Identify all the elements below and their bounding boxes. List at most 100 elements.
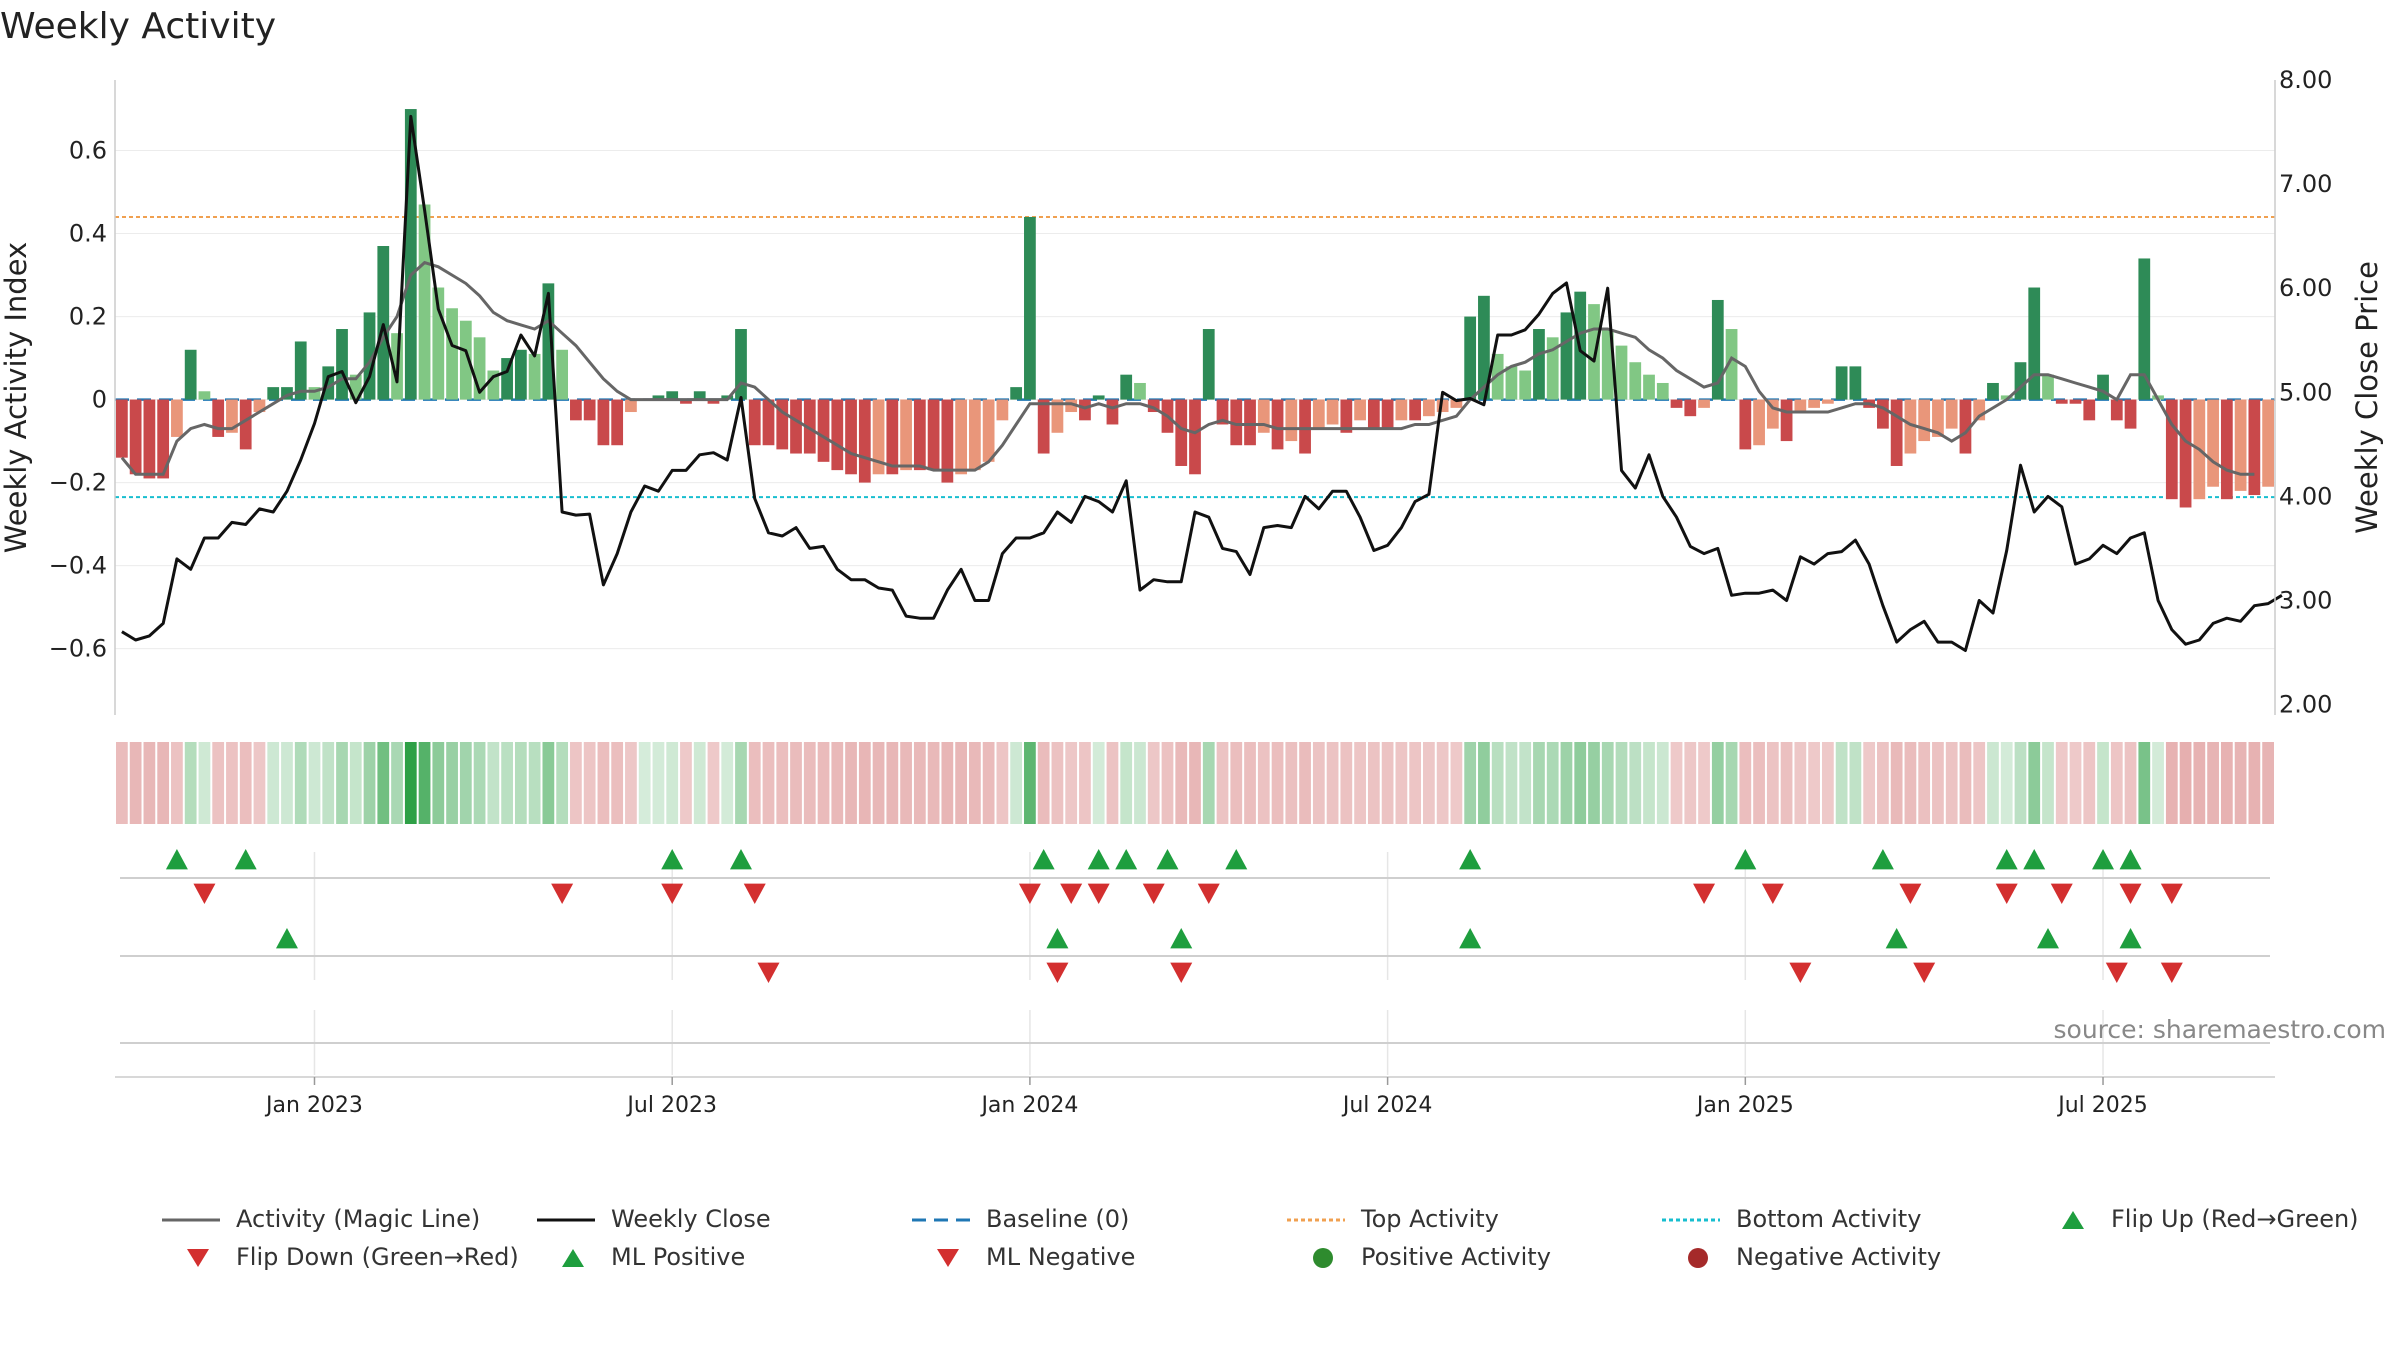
activity-bar — [473, 337, 486, 400]
activity-bar — [1230, 399, 1243, 446]
activity-bar — [2083, 399, 2096, 421]
legend-item: Activity (Magic Line) — [160, 1205, 480, 1233]
heat-cell — [1739, 742, 1752, 824]
activity-bar — [1299, 399, 1311, 454]
activity-bar — [2262, 399, 2274, 487]
activity-bar — [418, 204, 431, 400]
heat-cell — [432, 742, 445, 824]
activity-bar — [1684, 399, 1697, 417]
flip-down-marker — [1899, 883, 1922, 904]
heat-cell — [2248, 742, 2261, 824]
heat-cell — [157, 742, 170, 824]
heat-cell — [226, 742, 238, 824]
legend-item: Negative Activity — [1660, 1243, 1941, 1271]
heat-cell — [1643, 742, 1655, 824]
activity-bar — [501, 358, 513, 400]
activity-bar — [1766, 399, 1779, 429]
flip-up-marker — [1156, 849, 1179, 870]
activity-bar — [2207, 399, 2219, 487]
activity-bar — [1877, 399, 1889, 429]
heat-cell — [872, 742, 885, 824]
y-tick-label: 0.6 — [69, 137, 107, 165]
activity-bar — [707, 399, 720, 404]
heat-cell — [528, 742, 541, 824]
heat-cell — [1079, 742, 1091, 824]
x-tick-label: Jan 2024 — [979, 1093, 1078, 1118]
heat-cell — [721, 742, 734, 824]
ml-negative-marker — [1170, 962, 1193, 983]
activity-bar — [1519, 370, 1532, 400]
activity-bar — [349, 374, 362, 400]
flip-down-marker — [1761, 883, 1784, 904]
activity-bar — [1560, 312, 1573, 400]
heat-cell — [556, 742, 569, 824]
heat-cell — [1629, 742, 1642, 824]
activity-bar — [845, 399, 857, 475]
activity-bar — [913, 399, 926, 471]
heat-cell — [1257, 742, 1270, 824]
activity-bar — [171, 399, 183, 437]
activity-bar — [446, 308, 458, 400]
heat-cell — [2234, 742, 2247, 824]
heat-cell — [1973, 742, 1986, 824]
activity-bar — [1588, 304, 1600, 400]
series-lines — [120, 114, 2283, 652]
activity-bar — [1987, 382, 1999, 400]
activity-bar — [680, 399, 692, 404]
activity-bar — [886, 399, 899, 475]
flip-down-marker — [661, 883, 684, 904]
heat-cell — [1877, 742, 1889, 824]
activity-bar — [803, 399, 816, 454]
flip-up-marker — [165, 849, 188, 870]
heat-cell — [487, 742, 500, 824]
ml-positive-marker — [1459, 928, 1482, 949]
heat-cell — [1711, 742, 1724, 824]
flip-up-marker — [2023, 849, 2046, 870]
heat-cell — [2124, 742, 2137, 824]
activity-bar — [1436, 399, 1449, 413]
heat-cell — [514, 742, 527, 824]
activity-bar — [1271, 399, 1284, 450]
activity-bar — [308, 387, 321, 400]
legend-label: Bottom Activity — [1736, 1205, 1922, 1233]
flip-down-marker — [1142, 883, 1165, 904]
flip-down-marker — [1018, 883, 1041, 904]
legend-item: Flip Down (Green→Red) — [160, 1243, 519, 1271]
activity-bar — [336, 329, 348, 400]
activity-bar — [239, 399, 252, 450]
heat-cell — [1436, 742, 1449, 824]
activity-bar — [955, 399, 967, 475]
heat-cell — [239, 742, 252, 824]
heat-cell — [1120, 742, 1133, 824]
activity-heat-strip — [116, 742, 2274, 824]
heat-cell — [858, 742, 871, 824]
activity-bar — [1079, 399, 1091, 421]
activity-bar — [1312, 399, 1325, 429]
heat-cell — [1574, 742, 1587, 824]
legend-label: Negative Activity — [1736, 1243, 1942, 1271]
flip-up-marker — [234, 849, 257, 870]
activity-bar — [432, 287, 445, 400]
heat-cell — [1037, 742, 1050, 824]
heat-cell — [570, 742, 582, 824]
x-tick-label: Jan 2023 — [264, 1093, 363, 1118]
activity-bar — [1478, 295, 1490, 400]
heat-cell — [2262, 742, 2274, 824]
heat-cell — [1051, 742, 1064, 824]
heat-cell — [1753, 742, 1765, 824]
legend-label: Activity (Magic Line) — [236, 1205, 481, 1233]
flip-up-marker — [661, 849, 684, 870]
heat-cell — [2097, 742, 2109, 824]
activity-bar — [2042, 374, 2054, 400]
heat-cell — [1588, 742, 1600, 824]
activity-bar — [1505, 366, 1518, 400]
activity-bar — [583, 399, 596, 421]
heat-cell — [1863, 742, 1876, 824]
legend-item: Baseline (0) — [910, 1205, 1129, 1233]
activity-bar — [1656, 382, 1669, 400]
legend: Activity (Magic Line) Weekly Close Baselin… — [160, 1205, 2400, 1285]
activity-bar — [1918, 399, 1931, 442]
activity-bar — [1257, 399, 1270, 433]
activity-bar — [996, 399, 1009, 421]
legend-label: Flip Down (Green→Red) — [236, 1243, 519, 1271]
